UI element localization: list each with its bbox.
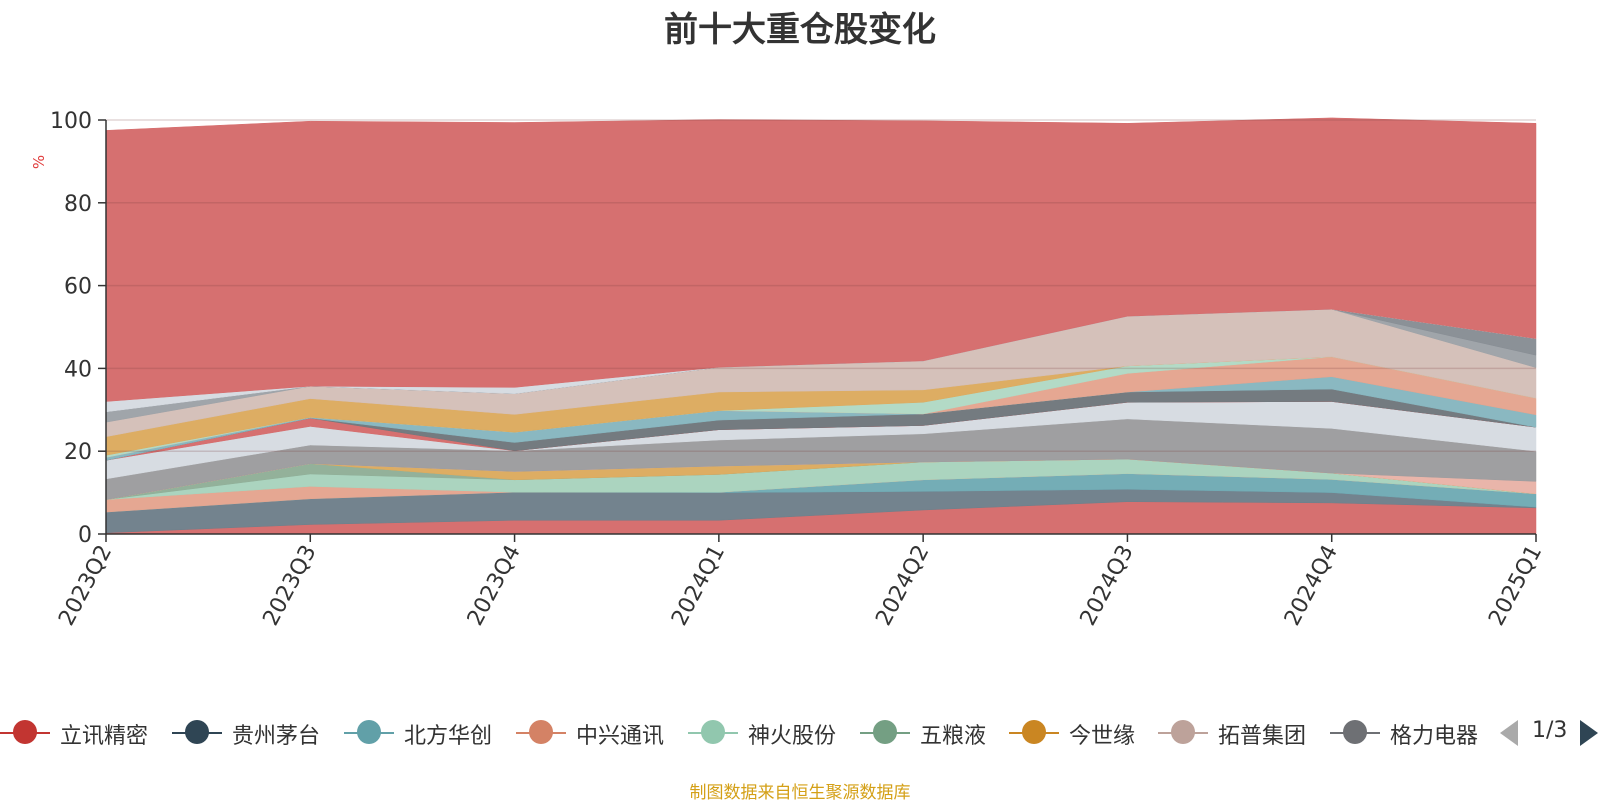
legend-circle-icon bbox=[1022, 720, 1046, 744]
legend-next-page-icon[interactable] bbox=[1580, 720, 1598, 746]
x-tick-label-2024Q3: 2024Q3 bbox=[1076, 541, 1139, 630]
y-tick-label-0: 0 bbox=[78, 523, 92, 548]
x-tick-label-2023Q4: 2023Q4 bbox=[463, 541, 526, 630]
legend-circle-icon bbox=[1343, 720, 1367, 744]
chart-title: 前十大重仓股变化 bbox=[664, 10, 936, 50]
legend-label: 立讯精密 bbox=[60, 724, 149, 749]
legend-label: 中兴通讯 bbox=[576, 724, 665, 749]
grid-lines bbox=[106, 119, 1536, 452]
legend-label: 神火股份 bbox=[748, 724, 837, 749]
legend-prev-page-icon[interactable] bbox=[1500, 720, 1518, 746]
legend-label: 五粮液 bbox=[920, 724, 987, 749]
legend: 立讯精密 贵州茅台 北方华创 中兴通讯 神火股份 五粮液 今世缘 拓普集团 格力电器 1/3 bbox=[0, 712, 1600, 752]
legend-page-indicator: 1/3 bbox=[1532, 718, 1568, 743]
legend-label: 今世缘 bbox=[1069, 724, 1136, 749]
y-tick-label-60: 60 bbox=[64, 275, 92, 300]
legend-circle-icon bbox=[873, 720, 897, 744]
legend-circle-icon bbox=[701, 720, 725, 744]
legend-items: 立讯精密 贵州茅台 北方华创 中兴通讯 神火股份 五粮液 今世缘 拓普集团 格力电器 bbox=[0, 712, 1480, 752]
legend-label: 贵州茅台 bbox=[232, 724, 321, 749]
area-series-20 bbox=[105, 117, 1537, 402]
x-tick-label-2025Q1: 2025Q1 bbox=[1484, 541, 1547, 630]
x-tick-label-2024Q4: 2024Q4 bbox=[1280, 541, 1343, 630]
y-axis-unit-label: % bbox=[30, 155, 48, 169]
legend-circle-icon bbox=[13, 720, 37, 744]
legend-circle-icon bbox=[529, 720, 553, 744]
y-tick-label-100: 100 bbox=[50, 109, 92, 134]
x-tick-label-2024Q1: 2024Q1 bbox=[667, 541, 730, 630]
y-tick-label-80: 80 bbox=[64, 192, 92, 217]
legend-circle-icon bbox=[357, 720, 381, 744]
legend-label: 拓普集团 bbox=[1218, 724, 1307, 749]
y-tick-label-40: 40 bbox=[64, 357, 92, 382]
source-note: 制图数据来自恒生聚源数据库 bbox=[689, 783, 911, 803]
legend-label: 北方华创 bbox=[404, 724, 493, 749]
legend-circle-icon bbox=[1171, 720, 1195, 744]
legend-label: 格力电器 bbox=[1390, 724, 1479, 749]
area-series-group bbox=[105, 117, 1537, 535]
x-tick-label-2023Q3: 2023Q3 bbox=[259, 541, 322, 630]
x-tick-label-2024Q2: 2024Q2 bbox=[871, 541, 934, 630]
legend-circle-icon bbox=[185, 720, 209, 744]
x-tick-label-2023Q2: 2023Q2 bbox=[54, 541, 117, 630]
chart-plot: 0 20 40 60 80 100 2023Q2 2023Q3 2023Q4 2024Q1 2024… bbox=[30, 109, 1547, 630]
y-tick-label-20: 20 bbox=[64, 440, 92, 465]
